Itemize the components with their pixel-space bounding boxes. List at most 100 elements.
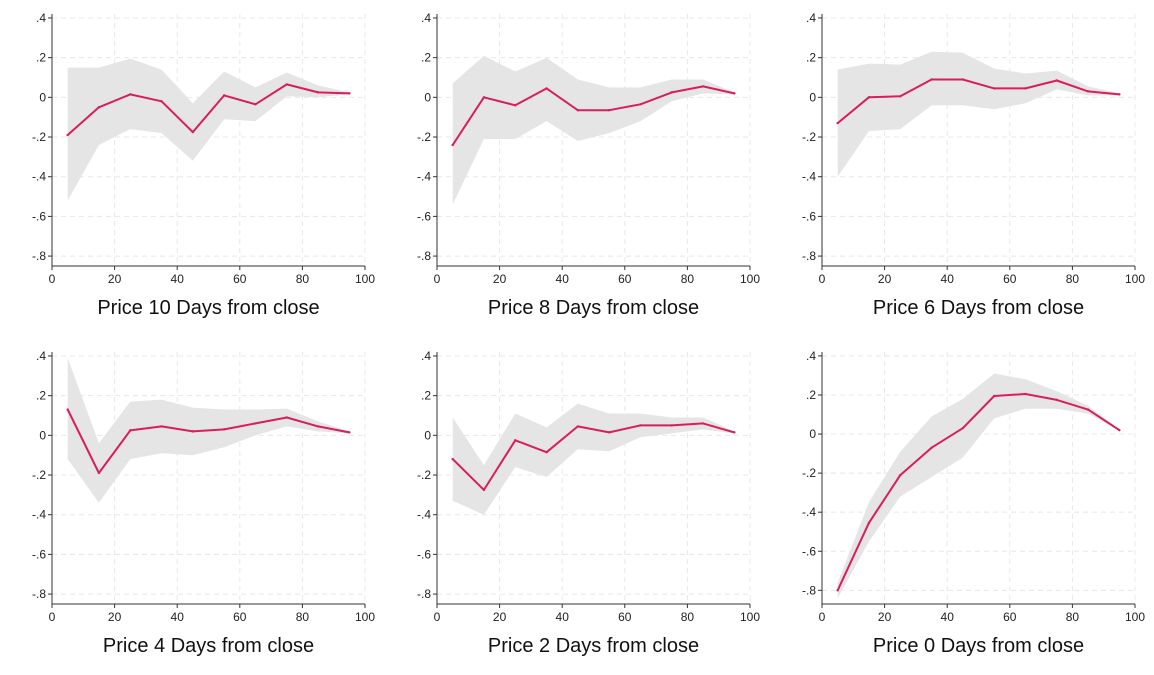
y-tick-label: 0 [809,90,816,104]
x-tick-label: 20 [108,610,122,624]
data-point [545,451,548,454]
y-tick-label: .4 [421,349,431,363]
panel-title: Price 10 Days from close [97,297,319,319]
data-point [160,100,163,103]
panel-title: Price 6 Days from close [873,297,1084,319]
y-tick-label: -.8 [32,587,46,601]
x-tick-label: 0 [819,272,826,286]
y-tick-label: -.2 [802,466,816,480]
x-tick-label: 80 [681,272,695,286]
confidence-band [67,58,350,201]
y-tick-label: -.6 [417,209,431,223]
data-point [867,96,871,99]
y-tick-label: .4 [36,11,46,25]
x-tick-label: 60 [1003,272,1017,286]
data-point [639,103,642,106]
panel-title: Price 0 Days from close [873,635,1084,657]
data-point [222,428,226,431]
series-points [451,422,736,492]
confidence-band [452,403,735,515]
panel-price-10-days: .4.2 0 -.2 -.4 -.6 -.8 0 20 40 60 80 100 Price 10 Da… [0,0,385,337]
x-tick-label: 20 [878,610,892,624]
y-tick-label: -.8 [32,249,46,263]
y-tick-label: .2 [36,389,46,403]
x-tick-label: 0 [434,610,441,624]
y-tick-label: .4 [806,11,816,25]
data-point [836,121,839,125]
data-point [899,95,902,98]
y-tick-label: -.6 [802,544,816,558]
panel-title: Price 2 Days from close [488,635,699,657]
y-tick-label: .2 [36,51,46,65]
y-tick-label: -.4 [417,508,431,522]
data-point [348,92,351,95]
data-point [514,104,517,107]
y-tick-label: 0 [39,428,46,442]
data-point [867,521,871,525]
y-tick-label: .2 [421,51,431,65]
x-tick-label: 100 [1125,272,1145,286]
x-tick-label: 100 [740,272,760,286]
series-line [837,78,1120,124]
y-tick-label: -.6 [32,209,46,223]
panel-title: Price 8 Days from close [488,297,699,319]
data-point [222,94,226,97]
x-tick-label: 100 [355,272,375,286]
gridlines [436,14,751,266]
data-point [576,109,580,112]
data-point [992,394,996,398]
data-point [733,92,736,95]
data-point [1055,79,1058,82]
panel-title: Price 4 Days from close [103,635,314,657]
x-tick-label: 0 [819,610,826,624]
x-tick-label: 20 [493,272,507,286]
y-tick-label: -.4 [32,508,46,522]
x-tick-label: 0 [434,272,441,286]
x-tick-label: 80 [1066,272,1080,286]
data-point [1055,398,1058,402]
y-tick-label: -.2 [32,468,46,482]
data-point [1086,90,1090,93]
x-tick-label: 60 [1003,610,1017,624]
x-tick-label: 40 [556,272,570,286]
data-point [1118,93,1121,96]
y-tick-label: .4 [806,349,816,363]
data-point [701,85,705,88]
series-line [67,83,350,136]
x-tick-label: 100 [740,610,760,624]
data-point [670,424,673,427]
data-point [129,429,132,432]
y-tick-label: .2 [421,389,431,403]
y-tick-label: 0 [39,90,46,104]
series-line [66,409,350,474]
y-tick-label: .2 [806,388,816,402]
data-point [66,408,69,411]
x-tick-label: 100 [355,610,375,624]
series-points [836,392,1121,592]
x-tick-label: 0 [49,610,56,624]
x-tick-label: 100 [1125,610,1145,624]
data-point [451,143,454,147]
x-tick-label: 20 [108,272,122,286]
data-point [316,91,320,94]
data-point [129,93,132,96]
y-tick-label: -.2 [32,130,46,144]
series-points [66,408,351,475]
data-point [899,473,902,477]
x-tick-label: 80 [296,272,310,286]
y-tick-label: -.6 [802,209,816,223]
y-tick-label: -.2 [417,130,431,144]
data-point [836,589,839,592]
x-tick-label: 60 [233,272,247,286]
x-tick-label: 20 [493,610,507,624]
y-tick-label: .2 [806,51,816,65]
data-point [961,426,965,430]
panel-price-8-days: .4.2 0 -.2 -.4 -.6 -.8 0 20 40 60 80 100 Price 8 Day… [385,0,770,337]
data-point [992,87,996,90]
series-line [836,393,1120,591]
